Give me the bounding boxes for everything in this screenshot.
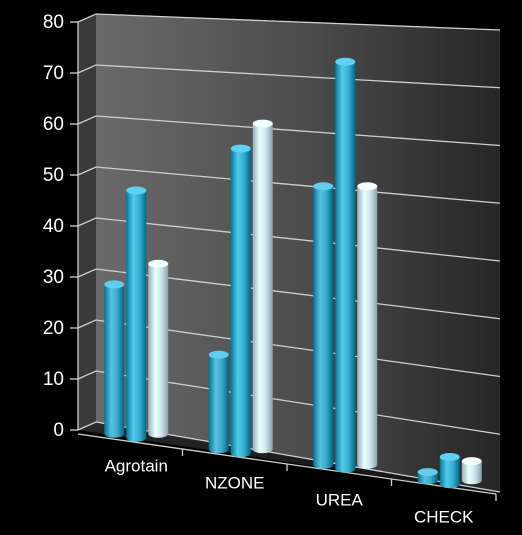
bar-top <box>148 259 169 268</box>
bar-body <box>126 190 147 442</box>
y-tick-label: 80 <box>43 12 64 33</box>
bar <box>461 457 482 485</box>
bar-top <box>335 57 356 66</box>
bar-body <box>104 284 125 438</box>
bar <box>335 57 356 473</box>
y-tick-label: 60 <box>43 114 64 135</box>
bar <box>126 186 147 442</box>
bar-body <box>439 456 460 489</box>
y-tick-label: 10 <box>43 369 64 390</box>
category-label: Agrotain <box>105 457 168 476</box>
bar-top <box>417 468 438 477</box>
bar <box>313 182 334 469</box>
bar-top <box>126 186 147 195</box>
gridline <box>77 13 501 31</box>
category-label: CHECK <box>414 508 474 527</box>
bar-body <box>252 123 273 454</box>
gridline <box>77 115 501 147</box>
bar-top <box>313 182 334 191</box>
bar-body <box>313 186 334 469</box>
bar <box>104 280 125 438</box>
category-label: NZONE <box>205 474 265 493</box>
y-tick-label: 40 <box>43 216 64 237</box>
category-label: UREA <box>316 491 364 510</box>
y-tick-label: 50 <box>43 165 64 186</box>
bar-body <box>230 148 251 458</box>
gridline <box>77 64 501 89</box>
bar <box>357 182 378 469</box>
bar <box>252 119 273 454</box>
bar-top <box>104 280 125 289</box>
bar-body <box>335 61 356 473</box>
y-tick-label: 20 <box>43 318 64 339</box>
bar-top <box>461 457 482 466</box>
bar-top <box>439 452 460 461</box>
bar-body <box>357 186 378 469</box>
bar <box>230 144 251 458</box>
y-tick-label: 0 <box>53 420 64 441</box>
bar-top <box>357 182 378 191</box>
bar-body <box>461 461 482 485</box>
bar-top <box>230 144 251 153</box>
y-tick-label: 30 <box>43 267 64 288</box>
bar-top <box>252 119 273 128</box>
y-tick-label: 70 <box>43 63 64 84</box>
chart-floor <box>78 422 500 494</box>
bar-body <box>148 263 169 438</box>
bar <box>208 350 229 454</box>
bar <box>417 468 438 485</box>
bar-top <box>208 350 229 359</box>
chart-back-wall <box>96 14 500 492</box>
bar-body <box>208 354 229 454</box>
bar <box>148 259 169 438</box>
bar <box>439 452 460 489</box>
